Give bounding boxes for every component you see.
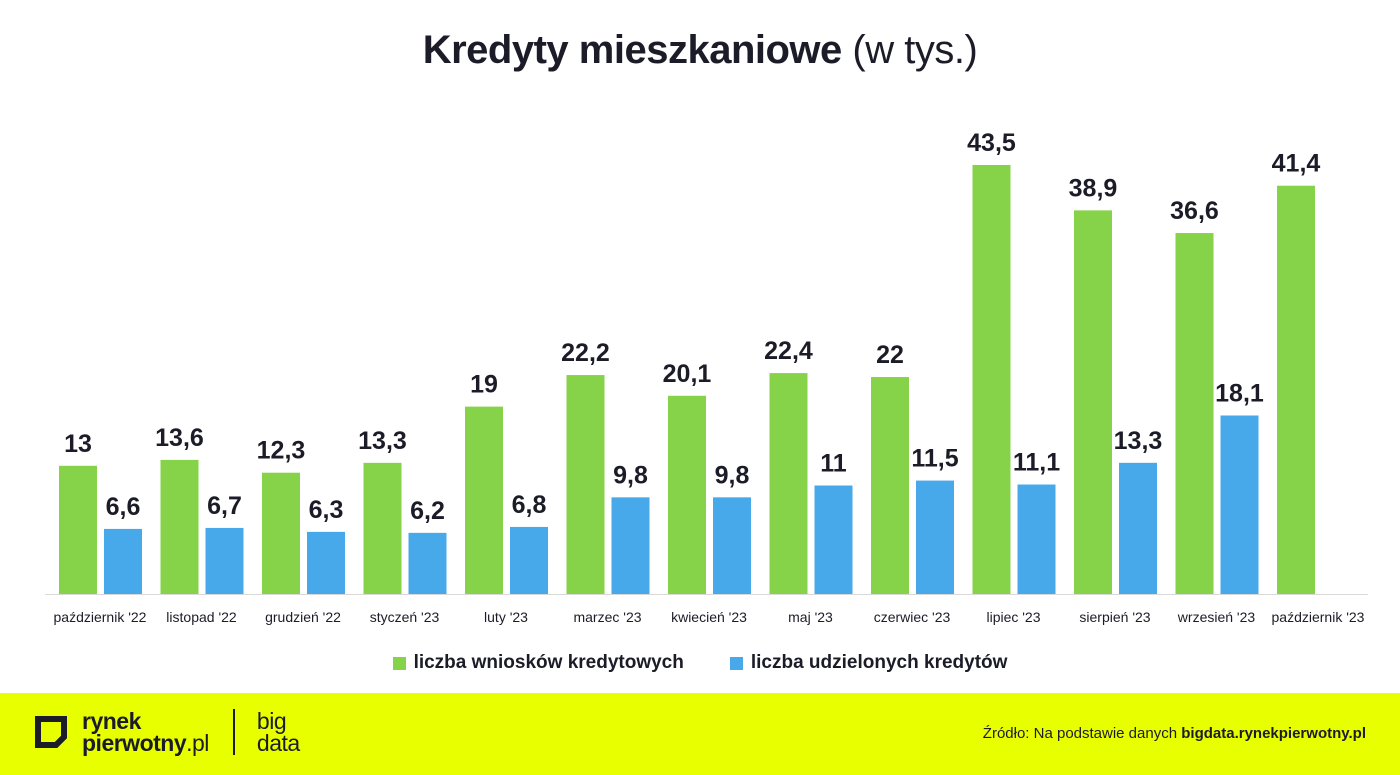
data-label-granted: 11 (820, 450, 847, 478)
data-label-granted: 6,2 (410, 497, 445, 525)
bar-granted (814, 485, 853, 594)
footer-bar: rynek pierwotny.pl big data Źródło: Na p… (0, 693, 1400, 775)
data-label-applications: 22,4 (764, 337, 813, 365)
logo-line-big: big (256, 708, 287, 734)
data-label-granted: 9,8 (613, 461, 648, 489)
data-label-granted: 9,8 (715, 461, 750, 489)
data-label-applications: 22,2 (561, 339, 610, 367)
bar-granted (916, 480, 954, 594)
data-label-granted: 6,7 (207, 492, 242, 520)
legend-label-applications: liczba wniosków kredytowych (413, 652, 684, 673)
data-label-applications: 41,4 (1272, 150, 1321, 178)
x-tick-label: sierpień '23 (1079, 609, 1150, 625)
data-label-granted: 18,1 (1215, 379, 1264, 407)
logo-divider (232, 709, 235, 755)
source-prefix: Źródło: Na podstawie danych (982, 725, 1182, 742)
bigdata-wordmark: big data (256, 708, 300, 756)
x-tick-label: marzec '23 (573, 609, 641, 625)
bar-applications (262, 472, 300, 594)
bar-granted (205, 527, 244, 594)
logo-mark-icon (35, 716, 67, 748)
bar-granted (1119, 462, 1157, 594)
x-tick-label: maj '23 (788, 609, 833, 625)
bar-granted (1220, 415, 1259, 594)
rynekpierwotny-logo[interactable]: rynek pierwotny.pl big data (34, 709, 300, 755)
bar-chart: 13 6,6 październik '22 13,6 6,7 listopad '22 1… (45, 129, 1368, 625)
source-note: Źródło: Na podstawie danych bigdata.ryne… (983, 725, 1366, 742)
x-tick-label: kwiecień '23 (671, 609, 747, 625)
bar-granted (510, 526, 548, 594)
bar-applications (1277, 185, 1315, 595)
data-label-applications: 12,3 (257, 437, 306, 465)
bar-applications (972, 165, 1011, 594)
x-tick-label: lipiec '23 (986, 609, 1040, 625)
data-label-granted: 6,6 (106, 493, 141, 521)
data-label-granted: 6,8 (512, 491, 547, 519)
x-tick-label: październik '23 (1272, 609, 1365, 625)
bar-applications (1074, 210, 1112, 594)
legend-swatch-green (392, 656, 406, 670)
bar-applications (59, 465, 97, 594)
data-label-applications: 13,3 (358, 427, 407, 455)
bar-applications (465, 406, 503, 594)
data-label-applications: 22 (876, 341, 904, 369)
chart-title: Kredyty mieszkaniowe (w tys.) (0, 28, 1400, 73)
x-tick-label: styczeń '23 (370, 609, 440, 625)
chart-title-main: Kredyty mieszkaniowe (422, 28, 843, 72)
chart-title-unit: (w tys.) (852, 28, 978, 72)
bar-applications (160, 459, 199, 594)
bar-granted (1017, 484, 1056, 594)
data-label-applications: 19 (470, 371, 498, 399)
legend-label-granted: liczba udzielonych kredytów (750, 652, 1008, 673)
data-label-applications: 38,9 (1069, 174, 1118, 202)
x-tick-label: luty '23 (484, 609, 528, 625)
data-label-granted: 11,5 (911, 445, 958, 473)
data-label-applications: 20,1 (663, 360, 712, 388)
data-label-applications: 43,5 (967, 129, 1016, 157)
data-label-granted: 6,3 (309, 496, 344, 524)
data-label-applications: 36,6 (1170, 197, 1219, 225)
x-tick-label: listopad '22 (166, 609, 237, 625)
logo-wordmark: rynek pierwotny.pl (82, 708, 209, 756)
source-link[interactable]: bigdata.rynekpierwotny.pl (1181, 725, 1366, 742)
bar-applications (566, 375, 605, 594)
bar-granted (307, 531, 345, 594)
data-label-granted: 13,3 (1114, 427, 1163, 455)
bar-applications (363, 462, 402, 594)
bar-applications (1175, 233, 1214, 594)
data-label-applications: 13 (64, 430, 92, 458)
bar-granted (104, 528, 142, 594)
bar-granted (713, 497, 751, 594)
x-tick-label: grudzień '22 (265, 609, 341, 625)
data-label-applications: 13,6 (155, 424, 204, 452)
x-tick-label: czerwiec '23 (874, 609, 951, 625)
legend-swatch-blue (729, 656, 743, 670)
logo-line-rynek: rynek (82, 708, 141, 734)
bar-applications (668, 395, 706, 594)
logo-line-data: data (256, 730, 300, 756)
bar-granted (611, 497, 650, 594)
chart-legend: liczba wniosków kredytowych liczba udzie… (0, 652, 1400, 674)
x-tick-label: wrzesień '23 (1177, 609, 1256, 625)
legend-item-applications: liczba wniosków kredytowych (392, 652, 684, 674)
bar-granted (408, 532, 447, 594)
logo-line-pierwotny: pierwotny.pl (82, 730, 209, 756)
bar-applications (871, 377, 909, 594)
data-label-granted: 11,1 (1013, 449, 1060, 477)
bar-applications (769, 373, 808, 594)
legend-item-granted: liczba udzielonych kredytów (729, 652, 1008, 674)
x-tick-label: październik '22 (54, 609, 147, 625)
